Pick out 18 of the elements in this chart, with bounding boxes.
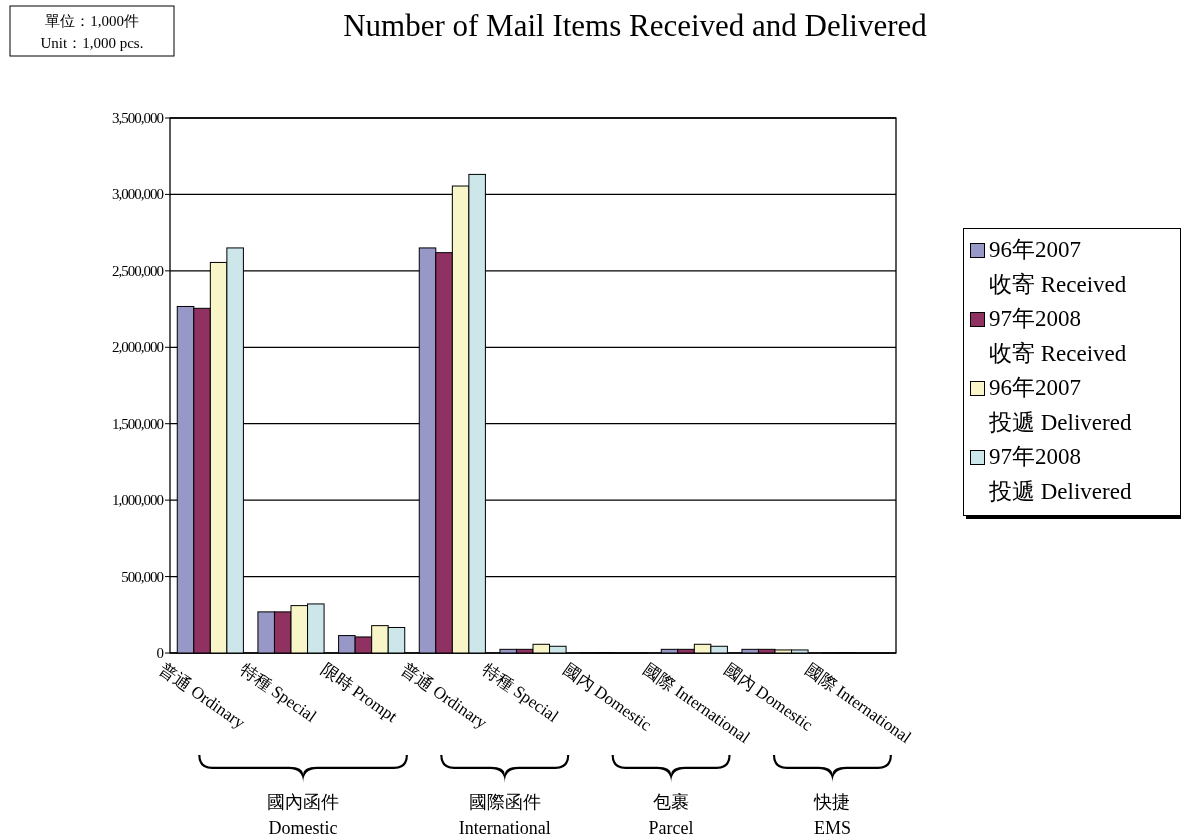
chart-title: Number of Mail Items Received and Delivered bbox=[343, 8, 928, 43]
y-tick-label: 500,000 bbox=[121, 568, 164, 585]
y-tick-label: 1,500,000 bbox=[112, 415, 164, 432]
text: 國內函件 Domestic bbox=[267, 792, 340, 838]
legend-label: 96年2007 收寄 Received bbox=[989, 237, 1127, 297]
text: 國際函件 International bbox=[458, 792, 551, 838]
y-tick-label: 2,000,000 bbox=[112, 339, 164, 356]
y-tick-label: 0 bbox=[156, 645, 164, 661]
y-tick-label: 3,000,000 bbox=[112, 186, 164, 203]
text: 快捷 EMS bbox=[813, 792, 851, 838]
legend-label: 96年2007 投遞 Delivered bbox=[989, 375, 1132, 435]
legend-label: 97年2008 收寄 Received bbox=[989, 306, 1127, 366]
y-tick-label: 3,500,000 bbox=[112, 110, 164, 126]
text: 包裹 Parcel bbox=[648, 792, 694, 838]
y-tick-label: 2,500,000 bbox=[112, 262, 164, 279]
y-tick-label: 1,000,000 bbox=[112, 492, 164, 509]
unit-box: 單位：1,000件 Unit：1,000 pcs. bbox=[9, 5, 175, 57]
legend-label: 97年2008 投遞 Delivered bbox=[989, 444, 1132, 504]
